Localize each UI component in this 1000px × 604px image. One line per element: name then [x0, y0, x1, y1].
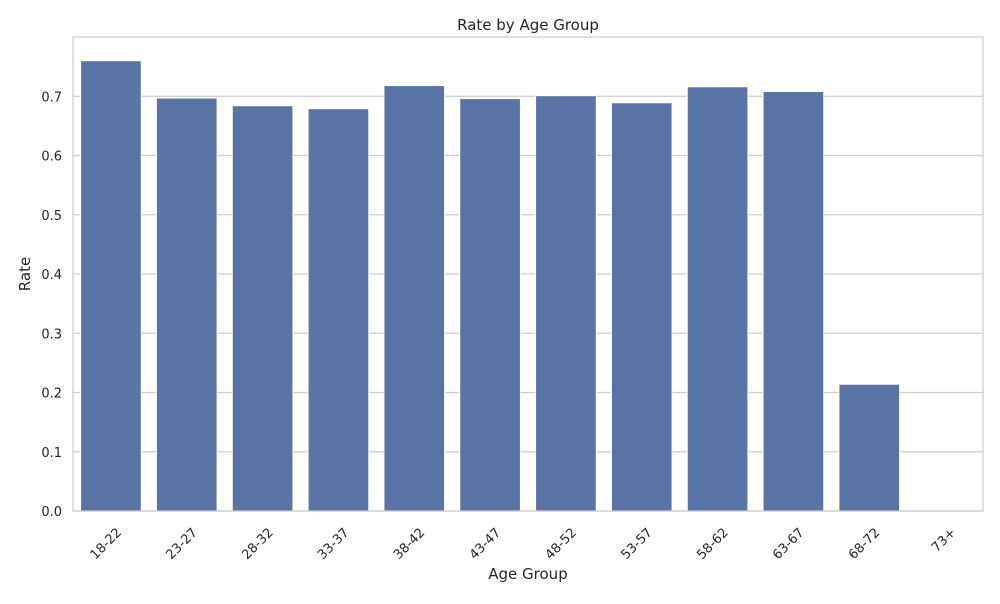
y-tick-label: 0.6 [41, 150, 62, 165]
y-axis-label: Rate [16, 257, 34, 291]
y-tick-label: 0.4 [41, 268, 62, 283]
x-tick-label: 38-42 [391, 525, 428, 562]
y-tick-label: 0.1 [41, 446, 62, 461]
x-tick-label: 43-47 [467, 525, 504, 562]
x-tick-label: 33-37 [315, 525, 352, 562]
y-tick-labels: 0.0 0.1 0.2 0.3 0.4 0.5 0.6 0.7 [41, 90, 62, 520]
bar-68-72 [838, 383, 901, 512]
y-tick-label: 0.3 [41, 327, 62, 342]
bar-38-42 [383, 85, 446, 512]
chart-title: Rate by Age Group [457, 16, 599, 34]
plot-frame [72, 36, 984, 512]
bar-53-57 [610, 102, 673, 512]
x-tick-label: 18-22 [88, 525, 125, 562]
bar-58-62 [686, 86, 749, 512]
x-axis-label: Age Group [488, 565, 567, 583]
x-tick-label: 73+ [929, 525, 959, 555]
x-tick-labels: 18-22 23-27 28-32 33-37 38-42 43-47 48-52 53-57… [88, 525, 959, 562]
bar-23-27 [155, 97, 218, 512]
y-tick-label: 0.7 [41, 90, 62, 105]
y-tick-label: 0.0 [41, 505, 62, 520]
y-tick-label: 0.5 [41, 209, 62, 224]
bar-18-22 [80, 60, 142, 512]
x-tick-label: 63-67 [770, 525, 807, 562]
bar-28-32 [231, 105, 294, 512]
bars [80, 60, 901, 512]
x-tick-label: 53-57 [618, 525, 655, 562]
y-tick-label: 0.2 [41, 387, 62, 402]
x-tick-label: 58-62 [694, 525, 731, 562]
bar-43-47 [459, 98, 521, 512]
x-tick-label: 48-52 [543, 525, 580, 562]
bar-63-67 [762, 91, 825, 512]
bar-33-37 [307, 108, 370, 512]
x-tick-label: 28-32 [239, 525, 276, 562]
x-tick-label: 68-72 [846, 525, 883, 562]
grid-lines [73, 95, 983, 512]
bar-48-52 [535, 95, 597, 512]
x-tick-label: 23-27 [163, 525, 200, 562]
